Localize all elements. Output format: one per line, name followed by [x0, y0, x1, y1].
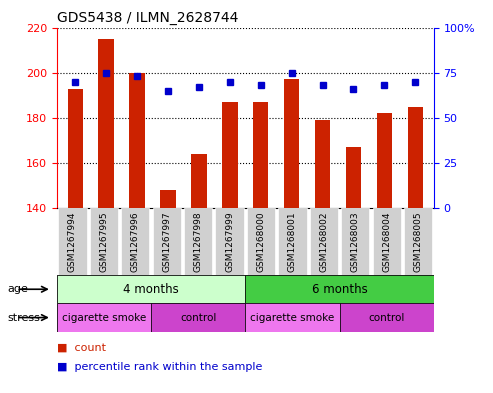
FancyBboxPatch shape — [151, 303, 245, 332]
Text: GSM1267997: GSM1267997 — [162, 211, 171, 272]
Bar — [284, 79, 299, 208]
Text: GSM1267999: GSM1267999 — [225, 211, 234, 272]
Bar — [160, 190, 176, 208]
FancyBboxPatch shape — [58, 208, 87, 275]
FancyBboxPatch shape — [215, 208, 244, 275]
Bar — [346, 147, 361, 208]
Text: GSM1267994: GSM1267994 — [68, 211, 77, 272]
FancyBboxPatch shape — [373, 208, 401, 275]
Bar — [129, 73, 145, 208]
FancyBboxPatch shape — [184, 208, 212, 275]
FancyBboxPatch shape — [341, 208, 369, 275]
Text: GSM1267998: GSM1267998 — [194, 211, 203, 272]
Bar — [315, 120, 330, 208]
Bar — [68, 88, 83, 208]
Bar — [191, 154, 207, 208]
Bar — [377, 113, 392, 208]
Text: control: control — [368, 312, 405, 323]
Text: GSM1268003: GSM1268003 — [351, 211, 360, 272]
Text: GSM1268001: GSM1268001 — [288, 211, 297, 272]
Bar — [408, 107, 423, 208]
FancyBboxPatch shape — [340, 303, 434, 332]
FancyBboxPatch shape — [121, 208, 149, 275]
FancyBboxPatch shape — [57, 303, 151, 332]
Text: control: control — [180, 312, 216, 323]
FancyBboxPatch shape — [278, 208, 307, 275]
Bar — [222, 102, 238, 208]
FancyBboxPatch shape — [57, 275, 245, 303]
FancyBboxPatch shape — [245, 275, 434, 303]
Text: GSM1268005: GSM1268005 — [414, 211, 423, 272]
Text: GSM1268004: GSM1268004 — [382, 211, 391, 272]
Text: 4 months: 4 months — [123, 283, 179, 296]
FancyBboxPatch shape — [310, 208, 338, 275]
Bar — [253, 102, 269, 208]
Text: age: age — [7, 284, 28, 294]
Text: ■  count: ■ count — [57, 342, 106, 353]
Text: 6 months: 6 months — [312, 283, 367, 296]
Text: GDS5438 / ILMN_2628744: GDS5438 / ILMN_2628744 — [57, 11, 238, 25]
FancyBboxPatch shape — [404, 208, 432, 275]
FancyBboxPatch shape — [245, 303, 340, 332]
Text: cigarette smoke: cigarette smoke — [250, 312, 335, 323]
Text: GSM1268002: GSM1268002 — [319, 211, 328, 272]
FancyBboxPatch shape — [90, 208, 118, 275]
Text: GSM1267995: GSM1267995 — [99, 211, 108, 272]
FancyBboxPatch shape — [152, 208, 181, 275]
Bar — [99, 39, 114, 208]
Text: cigarette smoke: cigarette smoke — [62, 312, 146, 323]
Text: stress: stress — [7, 312, 40, 323]
Text: ■  percentile rank within the sample: ■ percentile rank within the sample — [57, 362, 262, 372]
FancyBboxPatch shape — [247, 208, 275, 275]
Text: GSM1268000: GSM1268000 — [256, 211, 266, 272]
Text: GSM1267996: GSM1267996 — [131, 211, 140, 272]
